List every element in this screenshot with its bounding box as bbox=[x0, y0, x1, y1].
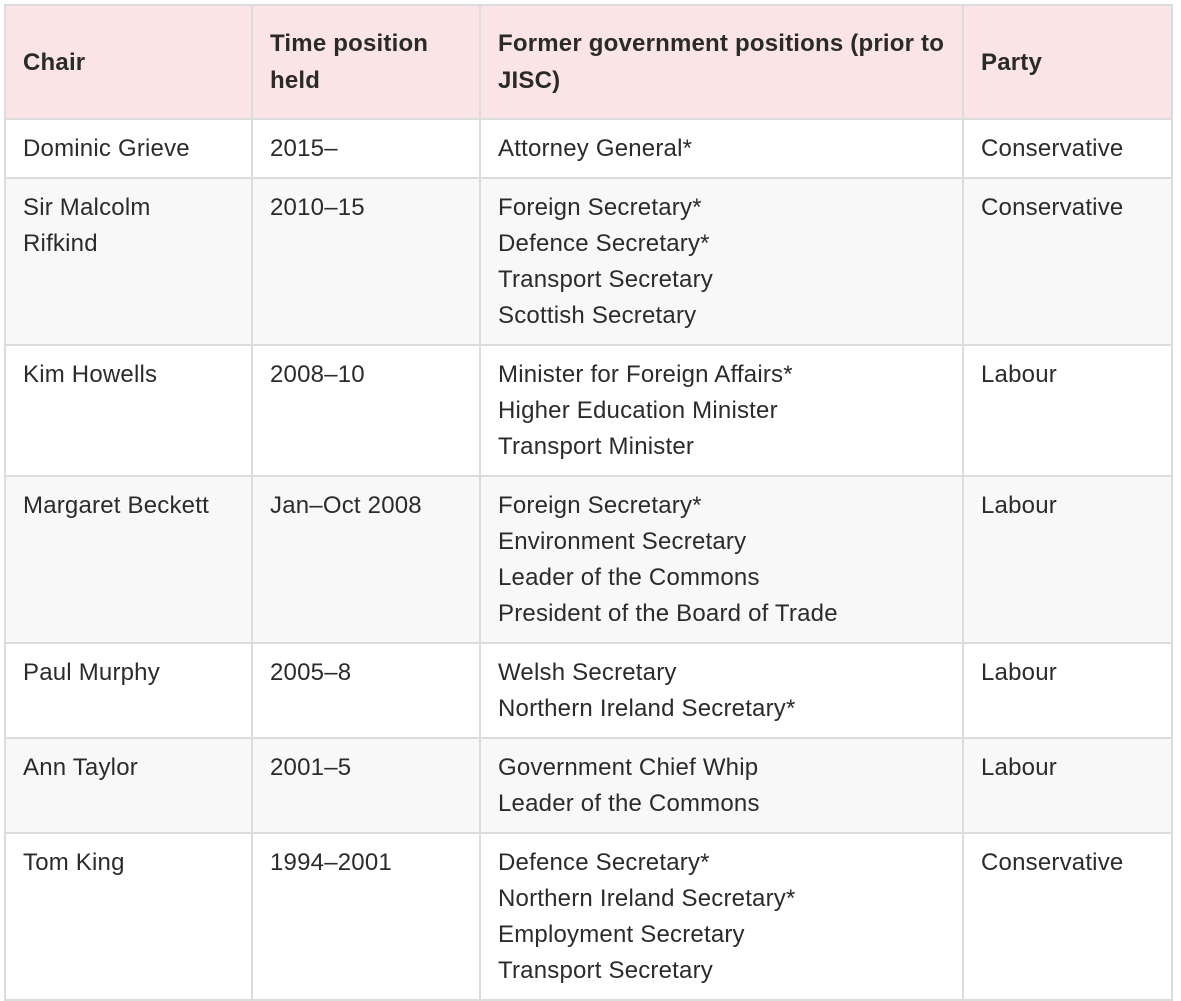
table-row: Dominic Grieve 2015– Attorney General* C… bbox=[4, 118, 1173, 179]
chairs-table-container: Chair Time position held Former governme… bbox=[4, 4, 1173, 1001]
position-line: Environment Secretary bbox=[498, 528, 747, 555]
table-row: Ann Taylor 2001–5 Government Chief Whip … bbox=[4, 737, 1173, 834]
table-row: Tom King 1994–2001 Defence Secretary* No… bbox=[4, 832, 1173, 1001]
cell-positions: Welsh Secretary Northern Ireland Secreta… bbox=[479, 642, 964, 739]
table-row: Paul Murphy 2005–8 Welsh Secretary North… bbox=[4, 642, 1173, 739]
cell-positions: Defence Secretary* Northern Ireland Secr… bbox=[479, 832, 964, 1001]
position-line: Defence Secretary* bbox=[498, 849, 710, 876]
cell-party: Conservative bbox=[962, 118, 1173, 179]
position-line: Leader of the Commons bbox=[498, 564, 760, 591]
cell-party: Labour bbox=[962, 344, 1173, 477]
table-header: Chair Time position held Former governme… bbox=[4, 4, 1173, 120]
table-row: Kim Howells 2008–10 Minister for Foreign… bbox=[4, 344, 1173, 477]
cell-positions: Attorney General* bbox=[479, 118, 964, 179]
cell-positions: Foreign Secretary* Environment Secretary… bbox=[479, 475, 964, 644]
position-line: Higher Education Minister bbox=[498, 397, 778, 424]
header-former-government-positions: Former government positions (prior to JI… bbox=[479, 4, 964, 120]
chair-name: Sir Malcolm Rifkind bbox=[23, 194, 151, 257]
position-line: Welsh Secretary bbox=[498, 659, 677, 686]
cell-positions: Foreign Secretary* Defence Secretary* Tr… bbox=[479, 177, 964, 346]
table-row: Sir Malcolm Rifkind 2010–15 Foreign Secr… bbox=[4, 177, 1173, 346]
cell-positions: Government Chief Whip Leader of the Comm… bbox=[479, 737, 964, 834]
position-line: Transport Minister bbox=[498, 433, 695, 460]
position-line: Government Chief Whip bbox=[498, 754, 759, 781]
cell-chair: Kim Howells bbox=[4, 344, 253, 477]
header-time-position-held: Time position held bbox=[251, 4, 481, 120]
cell-chair: Tom King bbox=[4, 832, 253, 1001]
cell-time: 1994–2001 bbox=[251, 832, 481, 1001]
cell-party: Conservative bbox=[962, 832, 1173, 1001]
position-line: Transport Secretary bbox=[498, 266, 713, 293]
position-line: Leader of the Commons bbox=[498, 790, 760, 817]
cell-party: Labour bbox=[962, 475, 1173, 644]
position-line: Northern Ireland Secretary* bbox=[498, 695, 796, 722]
cell-chair: Margaret Beckett bbox=[4, 475, 253, 644]
jisc-chairs-table: Chair Time position held Former governme… bbox=[4, 4, 1173, 1001]
cell-party: Labour bbox=[962, 642, 1173, 739]
cell-time: 2008–10 bbox=[251, 344, 481, 477]
cell-party: Labour bbox=[962, 737, 1173, 834]
position-line: Minister for Foreign Affairs* bbox=[498, 361, 793, 388]
cell-chair: Paul Murphy bbox=[4, 642, 253, 739]
position-line: Foreign Secretary* bbox=[498, 492, 702, 519]
position-line: Employment Secretary bbox=[498, 921, 745, 948]
cell-positions: Minister for Foreign Affairs* Higher Edu… bbox=[479, 344, 964, 477]
header-party: Party bbox=[962, 4, 1173, 120]
position-line: Defence Secretary* bbox=[498, 230, 710, 257]
header-row: Chair Time position held Former governme… bbox=[4, 4, 1173, 120]
cell-time: 2015– bbox=[251, 118, 481, 179]
cell-chair: Ann Taylor bbox=[4, 737, 253, 834]
cell-chair: Dominic Grieve bbox=[4, 118, 253, 179]
position-line: Foreign Secretary* bbox=[498, 194, 702, 221]
header-chair: Chair bbox=[4, 4, 253, 120]
position-line: President of the Board of Trade bbox=[498, 600, 838, 627]
cell-party: Conservative bbox=[962, 177, 1173, 346]
cell-chair: Sir Malcolm Rifkind bbox=[4, 177, 253, 346]
position-line: Transport Secretary bbox=[498, 957, 713, 984]
position-line: Scottish Secretary bbox=[498, 302, 697, 329]
position-line: Northern Ireland Secretary* bbox=[498, 885, 796, 912]
cell-time: 2001–5 bbox=[251, 737, 481, 834]
position-line: Attorney General* bbox=[498, 135, 693, 162]
cell-time: Jan–Oct 2008 bbox=[251, 475, 481, 644]
cell-time: 2010–15 bbox=[251, 177, 481, 346]
table-body: Dominic Grieve 2015– Attorney General* C… bbox=[4, 118, 1173, 1001]
cell-time: 2005–8 bbox=[251, 642, 481, 739]
table-row: Margaret Beckett Jan–Oct 2008 Foreign Se… bbox=[4, 475, 1173, 644]
